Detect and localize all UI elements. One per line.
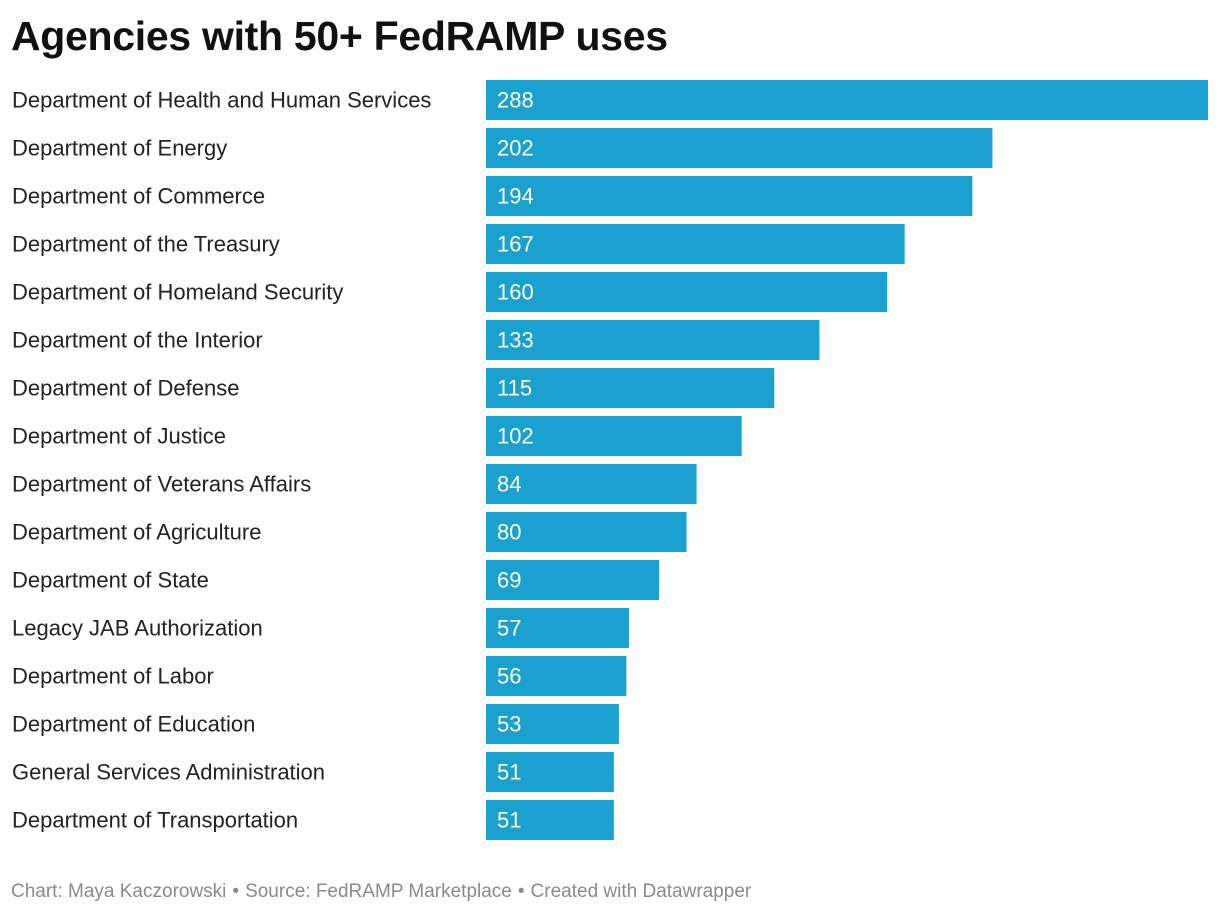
bar bbox=[486, 656, 627, 696]
bar bbox=[486, 272, 888, 312]
bar bbox=[486, 224, 905, 264]
category-label: Department of Commerce bbox=[12, 184, 265, 209]
category-label: Department of Education bbox=[12, 712, 255, 737]
category-label: Department of Veterans Affairs bbox=[12, 472, 311, 497]
source-credit: Source: FedRAMP Marketplace bbox=[245, 881, 512, 902]
bar-value-label: 160 bbox=[497, 280, 534, 305]
chart-footer: Chart: Maya Kaczorowski • Source: FedRAMP … bbox=[11, 879, 751, 905]
bar bbox=[486, 464, 697, 504]
bar bbox=[486, 80, 1208, 120]
category-label: Department of Agriculture bbox=[12, 520, 261, 545]
value-labels: 288 202 194 167 160 133 115 102 84 80 69 57 56 53 51 51 bbox=[497, 88, 534, 833]
bars bbox=[486, 80, 1208, 840]
category-label: Department of Transportation bbox=[12, 808, 298, 833]
bar bbox=[486, 800, 614, 840]
bar bbox=[486, 416, 742, 456]
bar-value-label: 51 bbox=[497, 808, 521, 833]
bar bbox=[486, 704, 619, 744]
category-label: Department of Labor bbox=[12, 664, 214, 689]
bar-value-label: 51 bbox=[497, 760, 521, 785]
created-with-credit: Created with Datawrapper bbox=[530, 881, 752, 902]
footer-separator: • bbox=[517, 881, 525, 902]
bar bbox=[486, 608, 629, 648]
bar-value-label: 194 bbox=[497, 184, 534, 209]
category-label: Department of the Interior bbox=[12, 328, 263, 353]
bar bbox=[486, 128, 993, 168]
bar-value-label: 288 bbox=[497, 88, 534, 113]
bar-value-label: 202 bbox=[497, 136, 534, 161]
bar bbox=[486, 512, 687, 552]
bar bbox=[486, 752, 614, 792]
bar bbox=[486, 320, 820, 360]
bar bbox=[486, 560, 659, 600]
bar-value-label: 80 bbox=[497, 520, 521, 545]
bar-value-label: 102 bbox=[497, 424, 534, 449]
bar-value-label: 57 bbox=[497, 616, 521, 641]
bar-value-label: 167 bbox=[497, 232, 534, 257]
bar-value-label: 115 bbox=[497, 376, 532, 401]
category-label: General Services Administration bbox=[12, 760, 325, 785]
bar-chart: Department of Health and Human Services D… bbox=[12, 80, 1208, 840]
bar-value-label: 53 bbox=[497, 712, 521, 737]
category-label: Department of Homeland Security bbox=[12, 280, 343, 305]
category-label: Legacy JAB Authorization bbox=[12, 616, 263, 641]
chart-title: Agencies with 50+ FedRAMP uses bbox=[11, 13, 668, 59]
category-labels: Department of Health and Human Services D… bbox=[12, 88, 431, 833]
bar-value-label: 69 bbox=[497, 568, 521, 593]
footer-separator: • bbox=[232, 881, 240, 902]
bar-value-label: 133 bbox=[497, 328, 534, 353]
bar bbox=[486, 368, 775, 408]
category-label: Department of State bbox=[12, 568, 209, 593]
category-label: Department of Energy bbox=[12, 136, 227, 161]
category-label: Department of the Treasury bbox=[12, 232, 280, 257]
category-label: Department of Justice bbox=[12, 424, 226, 449]
category-label: Department of Defense bbox=[12, 376, 239, 401]
bar-value-label: 56 bbox=[497, 664, 521, 689]
category-label: Department of Health and Human Services bbox=[12, 88, 431, 113]
bar bbox=[486, 176, 973, 216]
chart-credit: Chart: Maya Kaczorowski bbox=[11, 881, 227, 902]
bar-value-label: 84 bbox=[497, 472, 521, 497]
